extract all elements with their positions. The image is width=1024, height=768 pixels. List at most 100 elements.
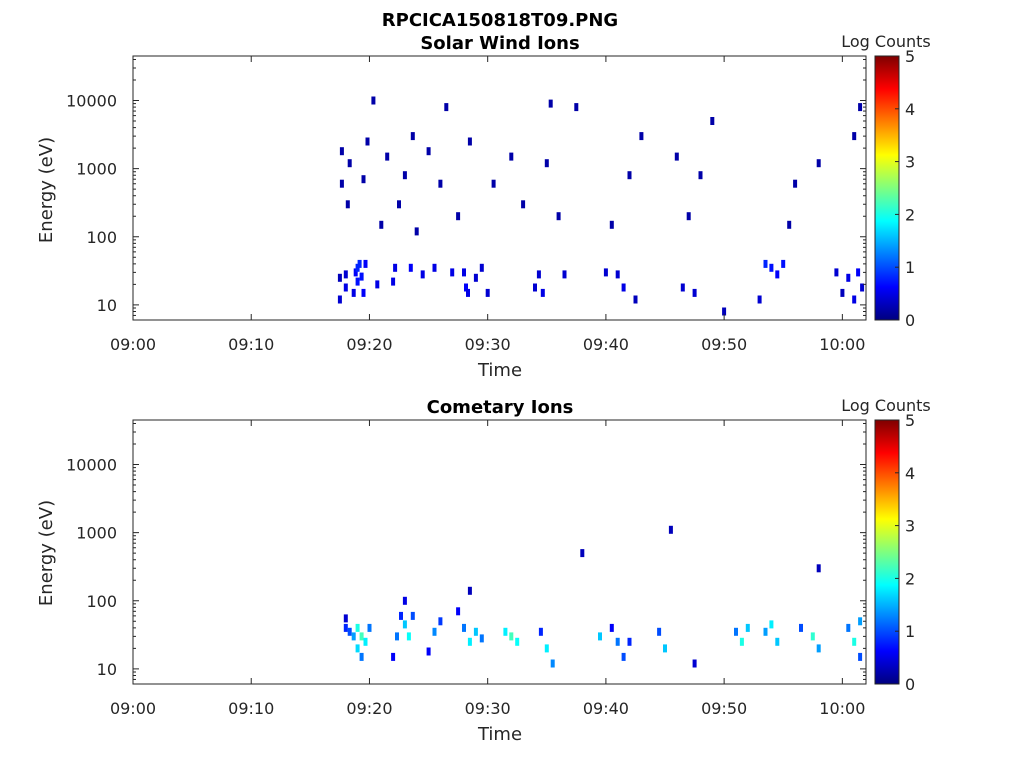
heatmap-cell [353,268,358,277]
heatmap-cell [343,623,348,632]
heatmap-cell [858,652,863,661]
heatmap-cell [462,623,466,632]
heatmap-cell [627,637,632,646]
heatmap-cell [538,627,543,636]
heatmap-cell [769,263,774,272]
heatmap-cell [399,611,403,620]
heatmap-cell [816,644,821,653]
heatmap-cell [467,137,472,146]
x-tick-label: 09:00 [110,699,156,718]
heatmap-cell [357,259,362,268]
heatmap-cell [456,607,461,616]
heatmap-cell [793,179,798,188]
heatmap-cell [426,147,431,156]
heatmap-cell [674,152,679,161]
x-tick-label: 09:30 [465,699,511,718]
heatmap-cell [402,596,407,605]
x-tick-label: 09:10 [228,335,274,354]
heatmap-cell [609,623,614,632]
heatmap-cell [550,659,555,668]
x-tick-label: 10:00 [819,699,865,718]
figure-title: RPCICA150818T09.PNG [382,10,618,31]
heatmap-cell [444,103,449,112]
heatmap-cell [858,103,863,112]
heatmap-cell [775,270,780,279]
colorbar-scale [874,55,900,321]
heatmap-cell [769,620,774,629]
x-tick-label: 09:40 [583,335,629,354]
solar-wind-ions-panel: Solar Wind Ions Log Counts Time Energy (… [36,32,931,381]
colorbar-tick-label: 5 [905,47,915,66]
heatmap-cell [734,627,738,636]
heatmap-cell [456,212,461,221]
heatmap-cell [432,627,437,636]
heatmap-cell [621,652,626,661]
heatmap-cell [598,632,602,641]
heatmap-cell [521,200,526,209]
heatmap-cell [509,152,514,161]
heatmap-cell [739,637,744,646]
heatmap-cell [663,644,667,653]
heatmap-cell [810,632,815,641]
heatmap-cell [359,632,364,641]
heatmap-cell [375,280,380,289]
heatmap-cell [466,288,470,297]
colorbar-scale [874,419,900,685]
colorbar-tick-label: 1 [905,622,915,641]
heatmap-cell [860,283,865,292]
y-tick-label: 10000 [66,92,117,111]
heatmap-cell [846,623,851,632]
heatmap-cell [633,295,638,304]
heatmap-cell [840,288,845,297]
colorbar-tick-label: 5 [905,411,915,430]
colorbar-tick-label: 4 [905,100,915,119]
heatmap-cell [846,273,851,282]
heatmap-cell [397,200,401,209]
heatmap-cell [410,611,415,620]
heatmap-cell [371,96,376,105]
heatmap-cell [540,288,545,297]
solar-wind-colorbar: 0 1 2 3 4 5 [874,47,915,330]
heatmap-cell [351,288,356,297]
heatmap-cell [556,212,561,221]
heatmap-cell [544,644,549,653]
heatmap-cell [367,623,372,632]
heatmap-cell [533,283,537,292]
x-tick-label: 09:40 [583,699,629,718]
heatmap-cell [408,263,413,272]
y-tick-label: 100 [86,228,117,247]
plot-frame [132,55,867,321]
heatmap-cell [432,263,437,272]
colorbar-tick-label: 2 [905,569,915,588]
heatmap-cell [515,637,520,646]
heatmap-cell [609,220,614,229]
heatmap-cell [359,272,364,281]
heatmap-cell [722,307,727,316]
heatmap-cell [355,623,360,632]
x-tick-label: 09:20 [346,699,392,718]
heatmap-cell [763,259,768,268]
heatmap-cell [834,268,839,277]
heatmap-cell [509,632,514,641]
colorbar-tick-label: 4 [905,464,915,483]
heatmap-cell [757,295,762,304]
heatmap-cell [365,137,370,146]
heatmap-cell [337,273,342,282]
solar-wind-axes: 09:00 09:10 09:20 09:30 09:40 09:50 10:00 10 100… [66,55,867,354]
y-tick-label: 10000 [66,456,117,475]
heatmap-cell [363,259,368,268]
heatmap-cell [414,227,419,236]
heatmap-cell [410,132,415,141]
colorbar-tick-label: 3 [905,153,915,172]
solar-wind-x-label: Time [477,360,522,381]
heatmap-cell [379,220,384,229]
heatmap-cell [363,637,368,646]
heatmap-cell [745,623,750,632]
heatmap-cell [345,200,350,209]
heatmap-cell [479,263,484,272]
heatmap-cell [580,549,585,558]
heatmap-cell [450,268,455,277]
cometary-colorbar: 0 1 2 3 4 5 [874,411,915,694]
heatmap-cell [438,617,443,626]
cometary-colorbar-label: Log Counts [841,396,931,415]
